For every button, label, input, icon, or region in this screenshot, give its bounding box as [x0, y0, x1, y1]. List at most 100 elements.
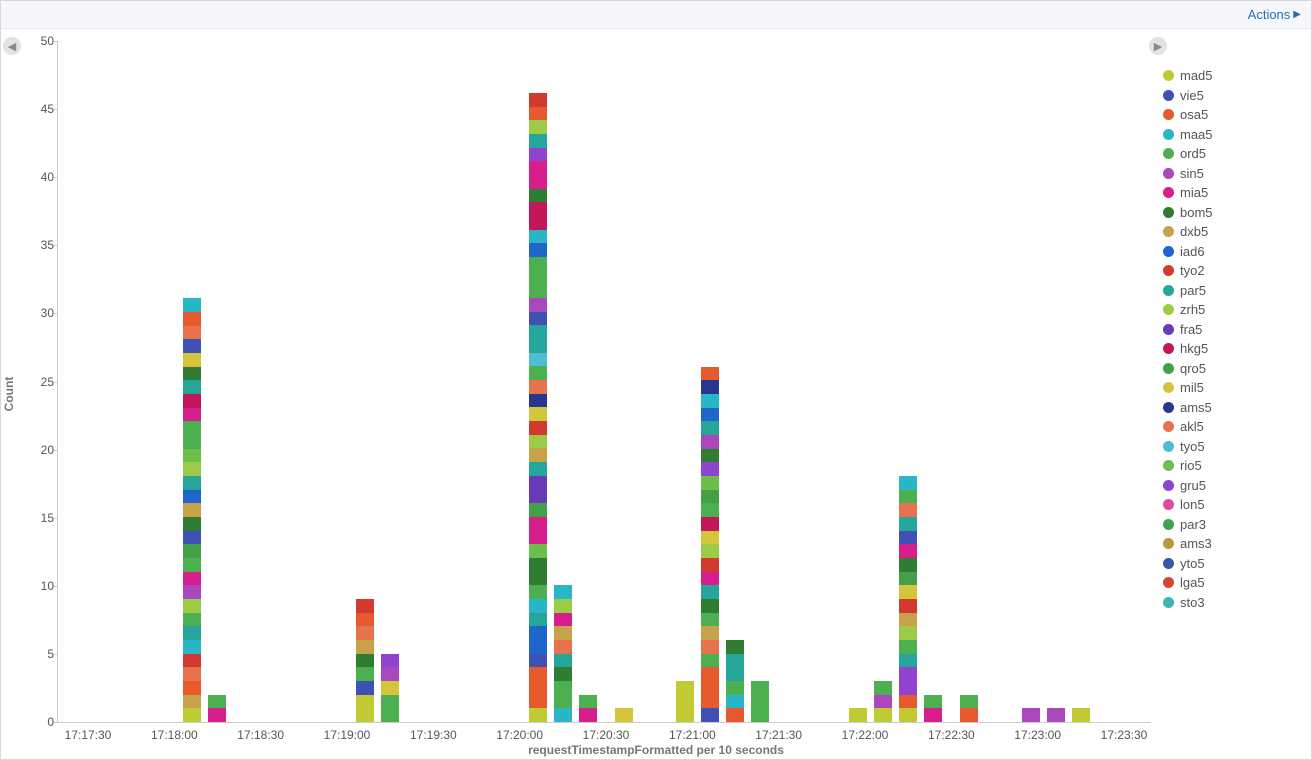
bar-segment [208, 708, 226, 722]
legend-dot-icon [1163, 558, 1174, 569]
legend-item-sin5[interactable]: sin5 [1163, 167, 1303, 180]
legend-dot-icon [1163, 577, 1174, 588]
legend-item-par3[interactable]: par3 [1163, 518, 1303, 531]
legend-item-vie5[interactable]: vie5 [1163, 89, 1303, 102]
bar-segment [899, 572, 917, 586]
legend-dot-icon [1163, 109, 1174, 120]
legend-item-dxb5[interactable]: dxb5 [1163, 225, 1303, 238]
stacked-bar[interactable] [554, 585, 572, 722]
legend-item-mad5[interactable]: mad5 [1163, 69, 1303, 82]
legend-item-lga5[interactable]: lga5 [1163, 576, 1303, 589]
bar-segment [529, 325, 547, 352]
legend-item-gru5[interactable]: gru5 [1163, 479, 1303, 492]
legend-dot-icon [1163, 343, 1174, 354]
legend-item-mil5[interactable]: mil5 [1163, 381, 1303, 394]
legend-item-bom5[interactable]: bom5 [1163, 206, 1303, 219]
bar-segment [676, 681, 694, 722]
stacked-bar[interactable] [701, 366, 719, 722]
legend-label: ams5 [1180, 401, 1212, 414]
legend-label: sto3 [1180, 596, 1205, 609]
legend-label: sin5 [1180, 167, 1204, 180]
legend-dot-icon [1163, 187, 1174, 198]
legend-item-akl5[interactable]: akl5 [1163, 420, 1303, 433]
bar-segment [529, 230, 547, 244]
scroll-right-button[interactable]: ▶ [1149, 37, 1167, 55]
bar-segment [554, 599, 572, 613]
legend-item-ams3[interactable]: ams3 [1163, 537, 1303, 550]
stacked-bar[interactable] [579, 695, 597, 722]
stacked-bar[interactable] [356, 599, 374, 722]
legend-dot-icon [1163, 480, 1174, 491]
bar-segment [701, 408, 719, 422]
bar-segment [899, 503, 917, 517]
bar-segment [529, 626, 547, 653]
legend-item-tyo2[interactable]: tyo2 [1163, 264, 1303, 277]
bar-segment [183, 531, 201, 545]
legend-item-maa5[interactable]: maa5 [1163, 128, 1303, 141]
stacked-bar[interactable] [960, 695, 978, 722]
bar-segment [554, 626, 572, 640]
bar-segment [874, 681, 892, 695]
bar-segment [529, 353, 547, 367]
stacked-bar[interactable] [529, 93, 547, 722]
legend-dot-icon [1163, 168, 1174, 179]
y-tick: 5 [26, 647, 54, 661]
legend-item-par5[interactable]: par5 [1163, 284, 1303, 297]
legend-item-tyo5[interactable]: tyo5 [1163, 440, 1303, 453]
bar-segment [899, 640, 917, 654]
stacked-bar[interactable] [924, 695, 942, 722]
legend-item-iad6[interactable]: iad6 [1163, 245, 1303, 258]
bar-segment [529, 585, 547, 599]
stacked-bar[interactable] [726, 640, 744, 722]
legend-item-ams5[interactable]: ams5 [1163, 401, 1303, 414]
legend-item-osa5[interactable]: osa5 [1163, 108, 1303, 121]
y-tick: 0 [26, 715, 54, 729]
legend-item-fra5[interactable]: fra5 [1163, 323, 1303, 336]
bar-segment [701, 613, 719, 627]
stacked-bar[interactable] [874, 681, 892, 722]
bar-segment [529, 462, 547, 476]
bar-segment [579, 708, 597, 722]
stacked-bar[interactable] [1022, 708, 1040, 722]
bar-segment [183, 462, 201, 476]
bar-segment [529, 312, 547, 326]
legend-item-zrh5[interactable]: zrh5 [1163, 303, 1303, 316]
stacked-bar[interactable] [381, 654, 399, 722]
bar-segment [529, 161, 547, 188]
legend-item-qro5[interactable]: qro5 [1163, 362, 1303, 375]
stacked-bar[interactable] [899, 476, 917, 722]
bar-segment [701, 421, 719, 435]
scroll-left-button[interactable]: ◀ [3, 37, 21, 55]
bar-segment [183, 708, 201, 722]
legend-item-ord5[interactable]: ord5 [1163, 147, 1303, 160]
legend-item-lon5[interactable]: lon5 [1163, 498, 1303, 511]
bar-segment [529, 120, 547, 134]
bar-segment [183, 626, 201, 640]
bar-segment [726, 654, 744, 681]
legend-item-yto5[interactable]: yto5 [1163, 557, 1303, 570]
legend-item-hkg5[interactable]: hkg5 [1163, 342, 1303, 355]
legend-label: osa5 [1180, 108, 1208, 121]
stacked-bar[interactable] [183, 298, 201, 722]
bar-segment [899, 667, 917, 694]
bar-segment [183, 380, 201, 394]
bar-segment [529, 654, 547, 668]
stacked-bar[interactable] [1072, 708, 1090, 722]
bar-segment [899, 490, 917, 504]
legend-item-rio5[interactable]: rio5 [1163, 459, 1303, 472]
bar-segment [529, 503, 547, 517]
bar-segment [554, 681, 572, 708]
bar-segment [529, 613, 547, 627]
legend-item-mia5[interactable]: mia5 [1163, 186, 1303, 199]
actions-menu[interactable]: Actions ▶ [1248, 7, 1301, 22]
stacked-bar[interactable] [751, 681, 769, 722]
stacked-bar[interactable] [849, 708, 867, 722]
stacked-bar[interactable] [676, 681, 694, 722]
stacked-bar[interactable] [615, 708, 633, 722]
bar-segment [356, 654, 374, 668]
stacked-bar[interactable] [1047, 708, 1065, 722]
bar-segment [183, 312, 201, 326]
legend-item-sto3[interactable]: sto3 [1163, 596, 1303, 609]
bar-segment [183, 449, 201, 463]
stacked-bar[interactable] [208, 695, 226, 722]
